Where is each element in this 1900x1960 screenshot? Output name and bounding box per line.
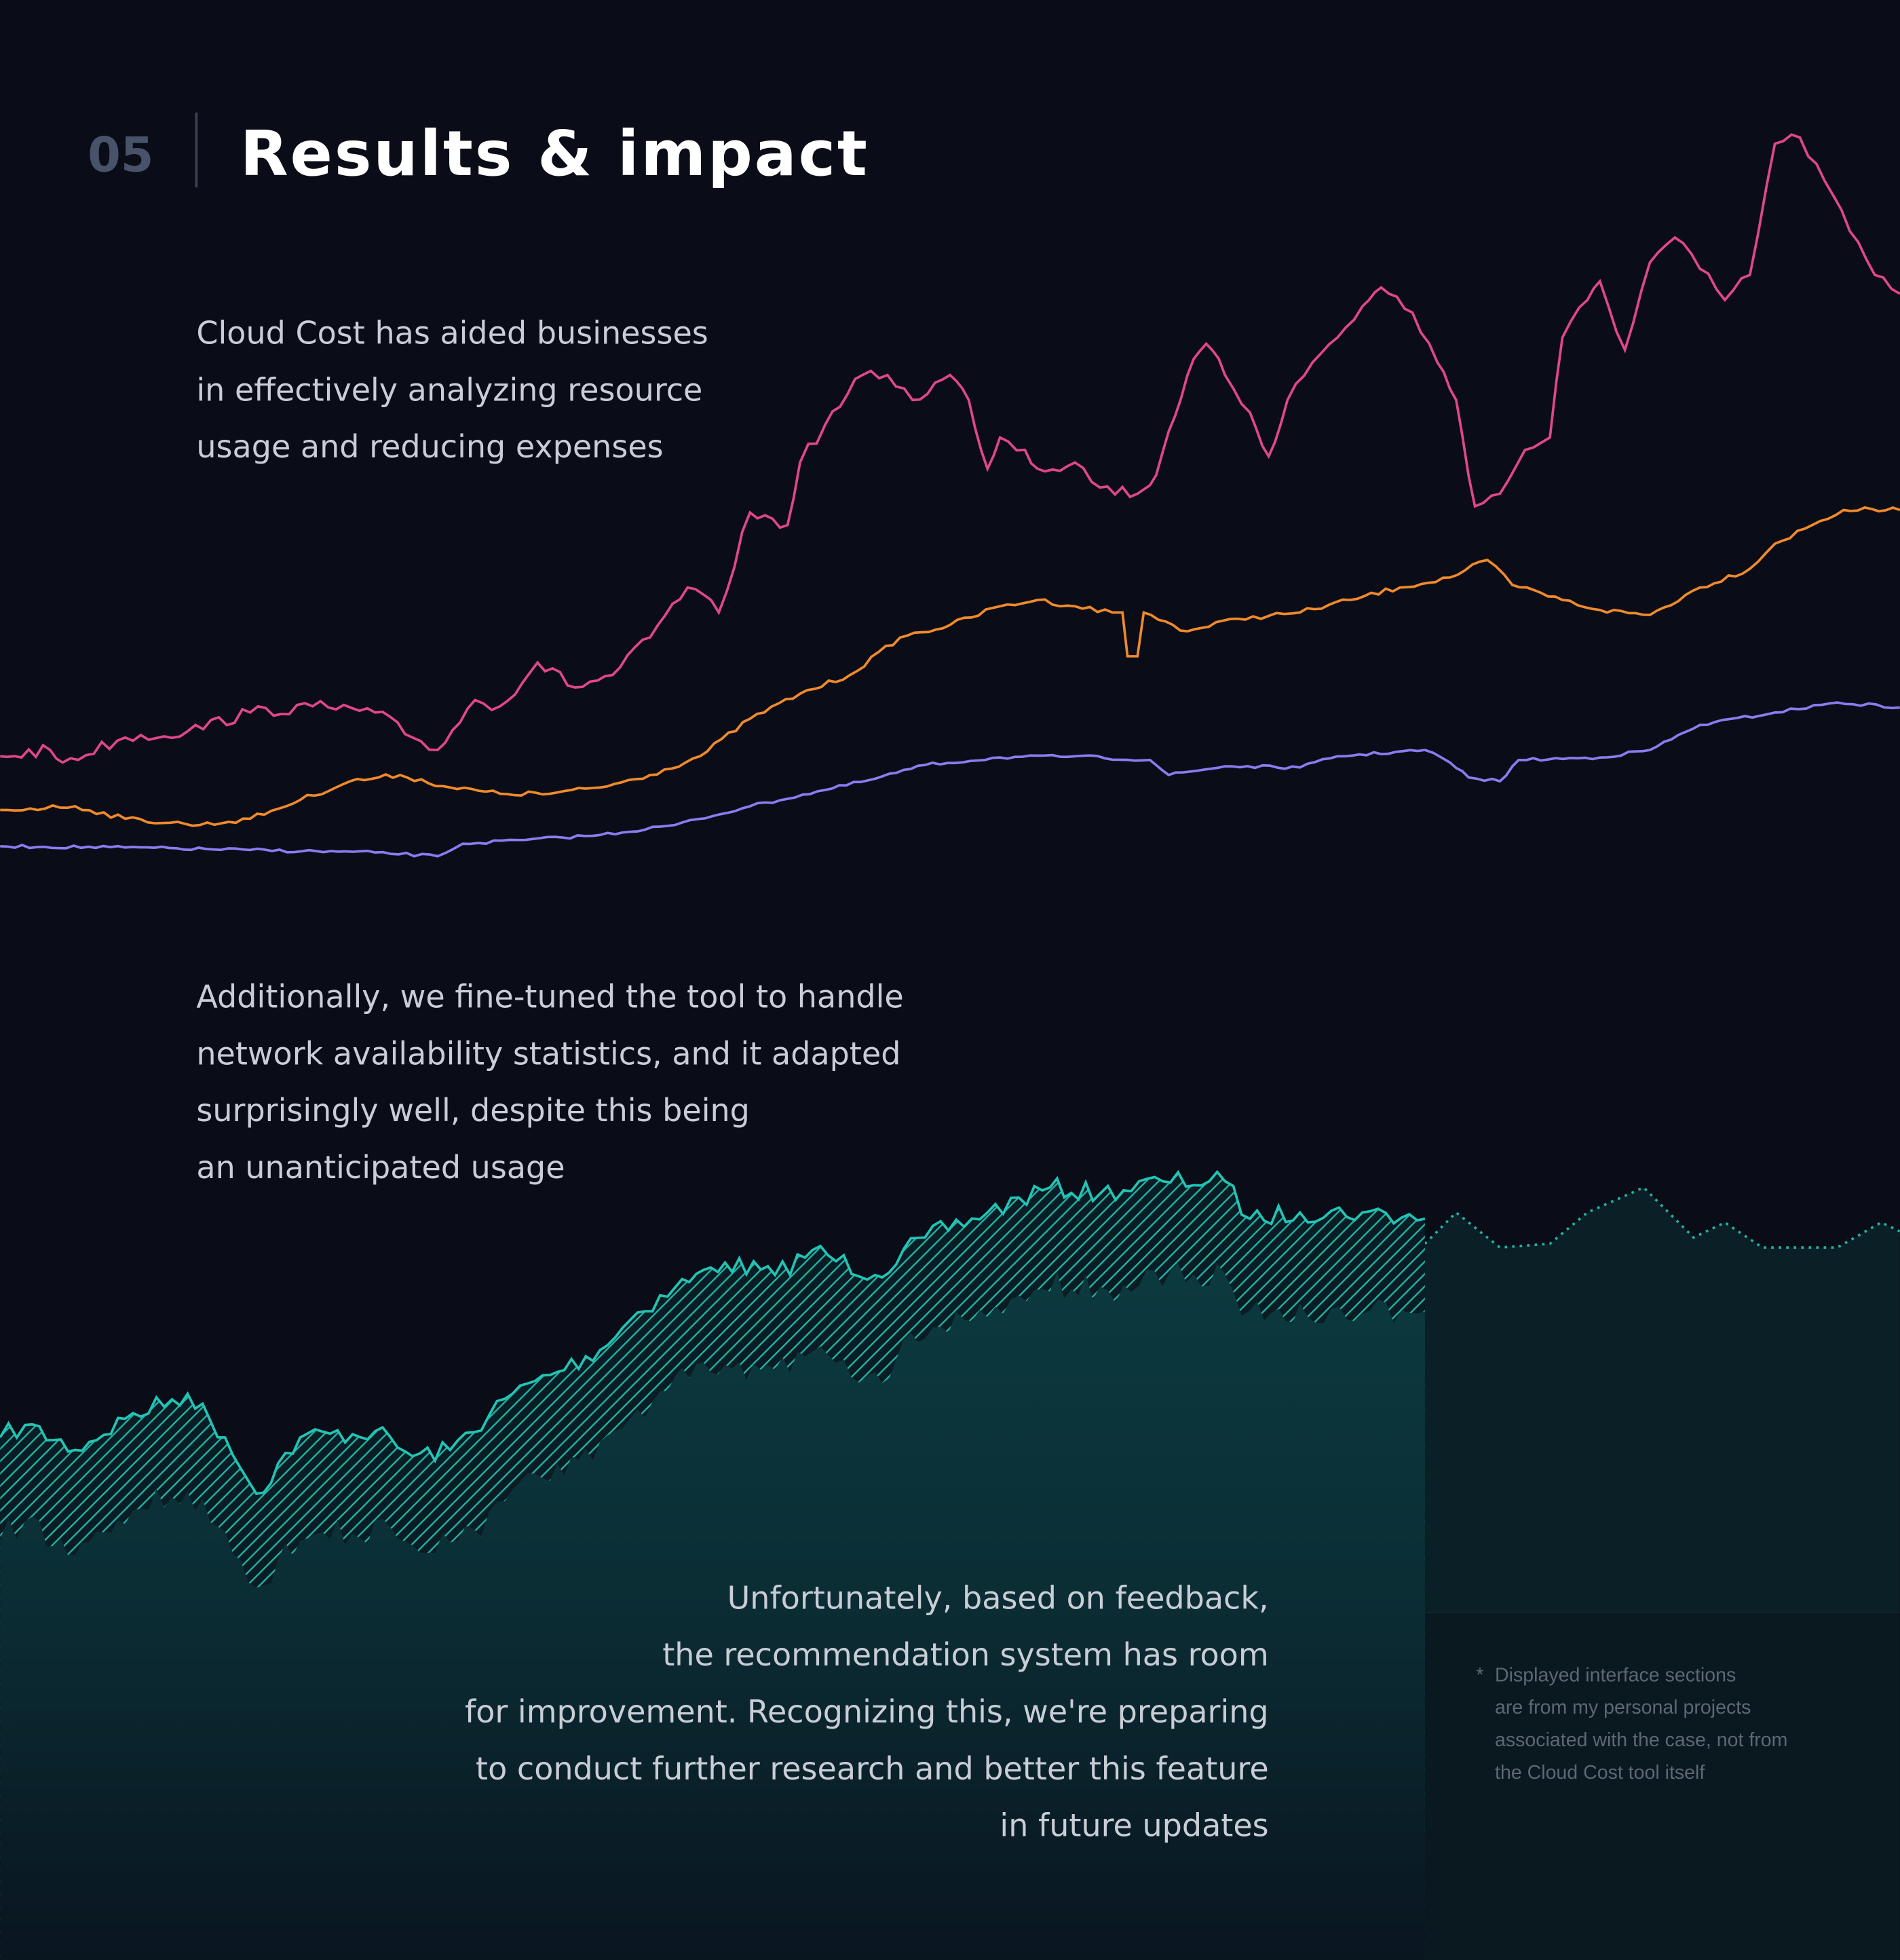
line-orange — [0, 506, 1900, 827]
section-title: Results & impact — [240, 117, 869, 190]
paragraph-line: Unfortunately, based on feedback, — [727, 1579, 1269, 1616]
paragraph-line: surprisingly well, despite this being — [196, 1092, 750, 1129]
text-blocks: Cloud Cost has aided businesses in effect… — [196, 315, 1787, 1844]
paragraph-line: for improvement. Recognizing this, we're… — [465, 1693, 1269, 1730]
line-pink — [0, 133, 1900, 764]
paragraph-line: Additionally, we fine-tuned the tool to … — [196, 979, 903, 1015]
paragraph-line: usage and reducing expenses — [196, 428, 663, 465]
footnote-panel — [1424, 1612, 1900, 1960]
footnote-line: the Cloud Cost tool itself — [1495, 1762, 1705, 1784]
paragraph-line: in effectively analyzing resource — [196, 371, 702, 408]
solid-area — [0, 1263, 1425, 1960]
paragraph-line: in future updates — [1000, 1807, 1268, 1844]
decorative-charts — [0, 133, 1900, 1960]
paragraph-line: Cloud Cost has aided businesses — [196, 315, 708, 352]
paragraph-line: the recommendation system has room — [662, 1636, 1268, 1673]
footnote-line: associated with the case, not from — [1495, 1729, 1787, 1751]
footnote-line: Displayed interface sections — [1495, 1664, 1736, 1686]
paragraph-line: an unanticipated usage — [196, 1149, 565, 1186]
paragraph-line: to conduct further research and better t… — [476, 1750, 1269, 1787]
footnote-marker: * — [1476, 1664, 1483, 1686]
forecast-line — [1424, 1186, 1900, 1249]
footnote-line: are from my personal projects — [1495, 1697, 1751, 1718]
forecast-area — [1424, 1187, 1900, 1613]
area-line — [0, 1169, 1426, 1496]
line-purple — [0, 701, 1900, 858]
paragraph-line: network availability statistics, and it … — [196, 1035, 900, 1072]
section-number: 05 — [88, 127, 153, 183]
